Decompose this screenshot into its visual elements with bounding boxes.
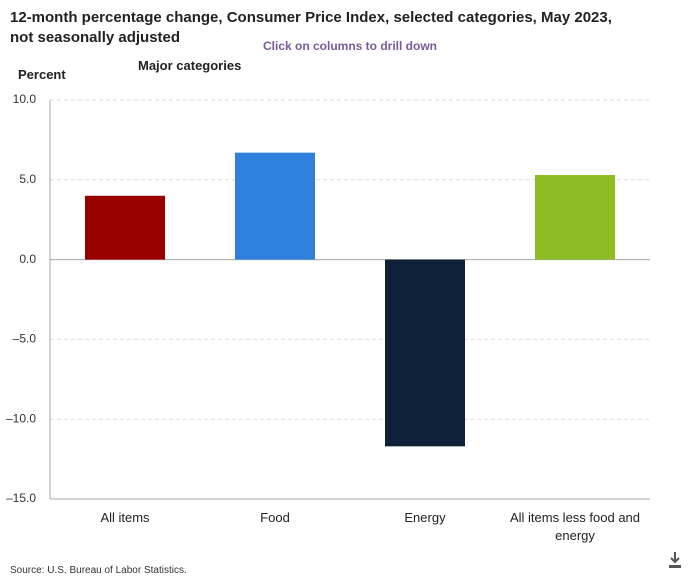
y-tick-label: 5.0 bbox=[19, 172, 36, 186]
y-tick-label: –5.0 bbox=[13, 332, 37, 346]
y-tick-label: 10.0 bbox=[13, 92, 37, 106]
y-tick-label: –15.0 bbox=[6, 491, 36, 505]
x-tick-label: Energy bbox=[404, 510, 446, 525]
x-tick-label: All items less food and energy bbox=[509, 510, 641, 543]
x-tick-label: All items bbox=[100, 510, 150, 525]
y-tick-label: –10.0 bbox=[6, 411, 36, 425]
source: Source: U.S. Bureau of Labor Statistics. bbox=[10, 565, 187, 576]
bar[interactable] bbox=[85, 195, 165, 260]
y-axis-label: Percent bbox=[18, 67, 66, 82]
group-label: Major categories bbox=[138, 58, 242, 73]
subtitle: Click on columns to drill down bbox=[262, 39, 437, 53]
download-icon[interactable] bbox=[669, 552, 681, 568]
x-tick-label: Food bbox=[260, 510, 290, 525]
bar[interactable] bbox=[385, 259, 465, 447]
chart-title: 12-month percentage change, Consumer Pri… bbox=[10, 9, 612, 46]
y-tick-label: 0.0 bbox=[19, 252, 36, 266]
bar[interactable] bbox=[535, 175, 615, 260]
bar[interactable] bbox=[235, 152, 315, 260]
